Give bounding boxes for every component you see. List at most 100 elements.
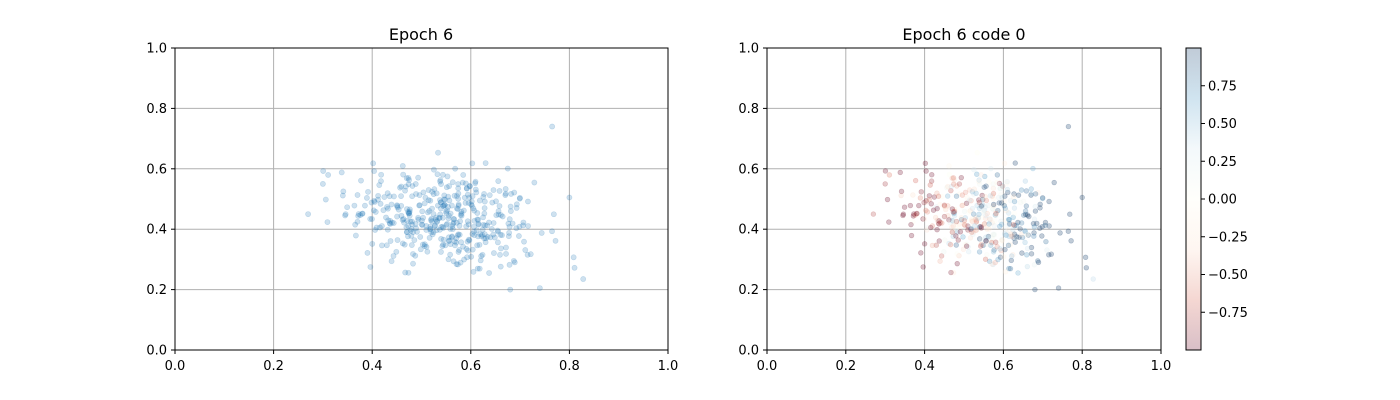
left-scatter-point — [339, 192, 346, 199]
right-scatter-point — [968, 223, 974, 230]
left-scatter-point — [474, 242, 481, 249]
right-scatter-point — [1028, 192, 1034, 198]
left-scatter-point — [444, 173, 451, 180]
right-scatter-point — [1019, 234, 1026, 241]
left-scatter-point — [476, 197, 483, 204]
left-scatter-point — [362, 202, 368, 209]
right-scatter-point — [988, 242, 994, 249]
right-scatter-point — [975, 227, 982, 233]
left-scatter-point — [416, 192, 423, 199]
right-scatter-point — [978, 241, 985, 248]
left-scatter-point — [464, 238, 471, 245]
right-scatter-point — [990, 201, 997, 208]
right-scatter-point — [1046, 198, 1052, 205]
right-scatter-point — [1035, 259, 1042, 266]
right-scatter-point — [943, 206, 949, 213]
left-scatter-point — [432, 222, 438, 229]
right-scatter-point — [1023, 188, 1030, 194]
right-scatter-point — [951, 209, 957, 216]
right-scatter-point — [930, 207, 937, 213]
right-y-tick-label: 0.0 — [738, 344, 759, 359]
right-scatter-point — [923, 199, 930, 205]
left-scatter-point — [503, 244, 509, 251]
right-scatter-point — [960, 234, 966, 240]
right-scatter-point — [991, 247, 997, 253]
right-scatter-point — [938, 253, 945, 259]
right-scatter-point — [936, 238, 942, 244]
right-scatter-point — [941, 249, 947, 255]
left-scatter-point — [481, 231, 488, 238]
right-scatter-point — [981, 210, 987, 216]
right-scatter-point — [982, 173, 988, 180]
right-scatter-point — [1006, 265, 1012, 272]
right-scatter-point — [986, 179, 992, 185]
right-scatter-point — [922, 160, 929, 167]
right-scatter-point — [921, 216, 928, 222]
right-scatter-point — [990, 190, 997, 197]
left-scatter-point — [406, 210, 412, 217]
right-scatter-point — [999, 183, 1006, 189]
right-scatter-point — [953, 218, 960, 225]
left-scatter-point — [428, 215, 435, 222]
right-scatter-point — [923, 198, 929, 204]
right-scatter-point — [907, 202, 914, 209]
right-scatter-point — [951, 213, 958, 219]
right-scatter-point — [931, 194, 938, 200]
right-x-ticks: 0.0 0.2 0.4 0.6 0.8 1.0 — [757, 350, 1171, 374]
right-scatter-point — [1046, 252, 1052, 258]
left-scatter-point — [378, 178, 384, 185]
right-scatter-point — [959, 202, 966, 208]
right-scatter-point — [1032, 191, 1039, 197]
left-scatter-point — [351, 202, 358, 209]
left-scatter-point — [502, 186, 509, 192]
right-plot-frame — [766, 47, 1162, 351]
colorbar: 0.75 0.50 0.25 0.00 −0.25 −0.50 −0.75 — [1185, 47, 1248, 351]
right-scatter-point — [984, 241, 990, 247]
left-scatter-point — [403, 175, 410, 182]
left-scatter-point — [452, 242, 458, 249]
left-scatter-point — [378, 171, 385, 178]
right-scatter-point — [973, 190, 979, 197]
right-scatter-point — [1042, 222, 1048, 229]
left-scatter-point — [498, 245, 504, 252]
right-scatter-point — [969, 216, 975, 222]
right-scatter-point — [1002, 246, 1008, 253]
left-scatter-point — [320, 168, 327, 174]
left-scatter-point — [369, 216, 375, 222]
left-scatter-point — [408, 232, 415, 239]
right-scatter-point — [939, 193, 945, 200]
right-scatter-point — [947, 241, 954, 248]
left-scatter-point — [434, 218, 440, 225]
left-scatter-point — [426, 208, 433, 214]
left-scatter-point — [354, 192, 361, 198]
left-scatter-point — [521, 238, 527, 245]
right-scatter-point — [980, 208, 987, 215]
right-scatter-point — [983, 183, 989, 189]
left-scatter-point — [470, 268, 477, 275]
left-scatter-point — [325, 172, 332, 178]
right-scatter-point — [978, 223, 984, 230]
left-scatter-point — [447, 226, 454, 232]
left-scatter-point — [447, 210, 454, 217]
right-scatter-point — [921, 241, 928, 247]
left-scatter-point — [408, 242, 415, 248]
left-scatter-point — [455, 202, 462, 209]
right-scatter-point — [1021, 212, 1027, 218]
left-scatter-point — [401, 219, 407, 226]
left-scatter-point — [475, 220, 482, 227]
right-scatter-point — [1022, 239, 1028, 246]
right-panel: Epoch 6 code 0 0.0 0.2 0.4 0.6 0.8 1.0 0.0 0.2… — [738, 25, 1171, 374]
right-scatter-point — [916, 202, 922, 209]
left-scatter-point — [371, 199, 378, 205]
left-scatter-point — [367, 264, 374, 270]
left-scatter-point — [394, 237, 401, 243]
right-scatter-point — [1014, 234, 1020, 240]
left-scatter-point — [471, 223, 477, 230]
left-scatter-point — [495, 211, 502, 218]
left-scatter-point — [502, 190, 509, 197]
left-scatter-point — [401, 241, 408, 248]
right-scatter-point — [928, 201, 934, 207]
left-scatter-point — [410, 251, 416, 257]
left-scatter-point — [416, 202, 423, 209]
left-scatter-point — [388, 258, 395, 265]
